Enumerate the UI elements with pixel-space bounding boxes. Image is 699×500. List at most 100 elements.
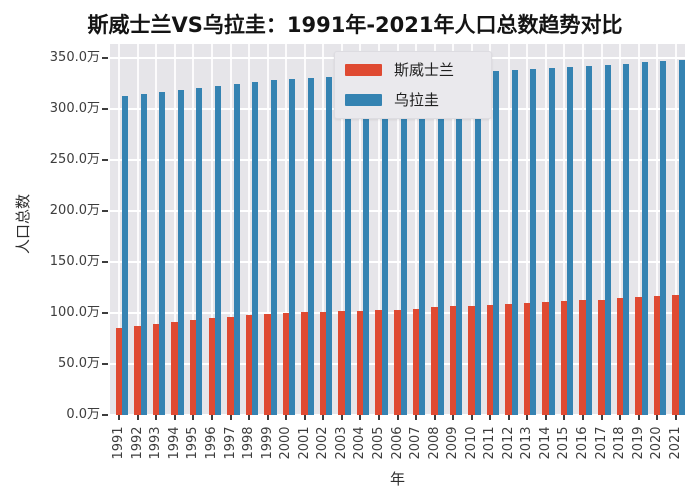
bar-乌拉圭-1999 <box>270 80 277 415</box>
x-tick-mark <box>470 415 473 420</box>
x-tick-label: 2008 <box>426 426 442 460</box>
x-tick-label: 2021 <box>667 426 683 460</box>
bar-乌拉圭-2013 <box>530 68 537 415</box>
bar-斯威士兰-1995 <box>189 320 197 415</box>
bar-乌拉圭-2021 <box>678 59 685 415</box>
x-gridline <box>136 44 139 415</box>
x-tick-mark <box>674 415 677 420</box>
x-tick-mark <box>637 415 640 420</box>
bar-乌拉圭-1991 <box>122 95 129 415</box>
x-tick-label: 1996 <box>204 426 220 460</box>
x-tick-label: 2012 <box>500 426 516 460</box>
x-tick-mark <box>155 415 158 420</box>
bar-斯威士兰-2017 <box>598 299 605 415</box>
bar-乌拉圭-2020 <box>660 61 667 415</box>
x-tick-mark <box>173 415 176 420</box>
x-gridline <box>173 44 176 415</box>
bar-斯威士兰-1992 <box>134 326 141 415</box>
x-tick-label: 1993 <box>148 426 164 460</box>
bar-斯威士兰-2010 <box>468 305 475 415</box>
y-tick-mark <box>102 312 108 315</box>
x-gridline <box>266 44 269 415</box>
x-gridline <box>396 44 399 415</box>
x-gridline <box>526 44 529 415</box>
y-tick-label: 300.0万 <box>49 101 100 117</box>
bar-斯威士兰-1997 <box>227 316 234 415</box>
chart-title: 斯威士兰VS乌拉圭：1991年-2021年人口总数趋势对比 <box>87 13 623 37</box>
x-tick-mark <box>266 415 269 420</box>
bar-斯威士兰-2002 <box>319 311 327 415</box>
y-tick-mark <box>102 414 108 416</box>
x-tick-label: 2009 <box>445 426 461 460</box>
legend-item-uruguay: 乌拉圭 <box>345 89 481 110</box>
x-tick-mark <box>136 415 139 420</box>
x-tick-mark <box>285 415 288 420</box>
bar-乌拉圭-1998 <box>252 81 259 415</box>
legend-item-swaziland: 斯威士兰 <box>345 59 481 80</box>
x-gridline <box>489 44 492 415</box>
x-tick-mark <box>377 415 380 420</box>
bar-斯威士兰-1991 <box>115 328 123 415</box>
x-gridline <box>248 44 251 415</box>
bar-乌拉圭-1992 <box>140 93 147 415</box>
x-tick-mark <box>452 415 455 420</box>
x-gridline <box>303 44 306 415</box>
y-tick-mark <box>102 159 108 162</box>
x-tick-label: 2020 <box>649 426 665 460</box>
x-tick-mark <box>322 415 325 420</box>
x-tick-mark <box>211 415 214 420</box>
bar-乌拉圭-1997 <box>233 83 240 415</box>
x-tick-label: 2000 <box>278 426 294 460</box>
x-gridline <box>322 44 325 415</box>
bar-乌拉圭-1993 <box>159 91 166 415</box>
bar-乌拉圭-2016 <box>585 65 592 415</box>
x-tick-label: 2019 <box>630 426 646 460</box>
bar-乌拉圭-1994 <box>177 89 184 415</box>
x-gridline <box>600 44 603 415</box>
bar-乌拉圭-2000 <box>289 78 296 415</box>
bar-斯威士兰-2016 <box>579 300 586 415</box>
x-tick-label: 2002 <box>315 426 331 460</box>
x-gridline <box>415 44 418 415</box>
x-tick-label: 2011 <box>482 426 498 460</box>
bar-乌拉圭-2018 <box>623 63 630 415</box>
x-gridline <box>229 44 232 415</box>
x-tick-mark <box>359 415 362 420</box>
x-gridline <box>470 44 473 415</box>
x-tick-label: 2004 <box>352 426 368 460</box>
x-gridline <box>507 44 510 415</box>
x-gridline <box>340 44 343 415</box>
bar-斯威士兰-2006 <box>394 309 401 415</box>
bar-乌拉圭-2007 <box>419 74 426 415</box>
bar-斯威士兰-1999 <box>264 313 271 415</box>
bar-斯威士兰-2019 <box>635 297 642 415</box>
x-tick-mark <box>192 415 195 420</box>
y-tick-mark <box>102 363 108 366</box>
bar-斯威士兰-2012 <box>505 304 512 415</box>
x-gridline <box>285 44 288 415</box>
bar-斯威士兰-2000 <box>282 312 290 415</box>
x-gridline <box>563 44 566 415</box>
x-gridline <box>211 44 214 415</box>
x-tick-mark <box>544 415 547 420</box>
x-tick-mark <box>489 415 492 420</box>
x-gridline <box>674 44 677 415</box>
legend: 斯威士兰 乌拉圭 <box>334 51 492 119</box>
x-tick-mark <box>303 415 306 420</box>
y-tick-label: 100.0万 <box>49 305 100 321</box>
y-tick-label: 50.0万 <box>58 356 100 372</box>
bar-斯威士兰-1993 <box>152 324 160 415</box>
bar-斯威士兰-2008 <box>431 307 438 415</box>
x-tick-label: 2016 <box>574 426 590 460</box>
y-tick-label: 150.0万 <box>49 254 100 270</box>
y-tick-label: 0.0万 <box>66 407 100 422</box>
bar-斯威士兰-2014 <box>542 302 549 415</box>
x-tick-label: 1999 <box>259 426 275 460</box>
bar-乌拉圭-2011 <box>493 71 500 415</box>
bar-斯威士兰-1994 <box>171 322 178 415</box>
x-tick-label: 2003 <box>333 426 349 460</box>
x-tick-label: 1995 <box>185 426 201 460</box>
bar-乌拉圭-2004 <box>363 76 370 415</box>
x-tick-mark <box>526 415 529 420</box>
x-gridline <box>433 44 436 415</box>
